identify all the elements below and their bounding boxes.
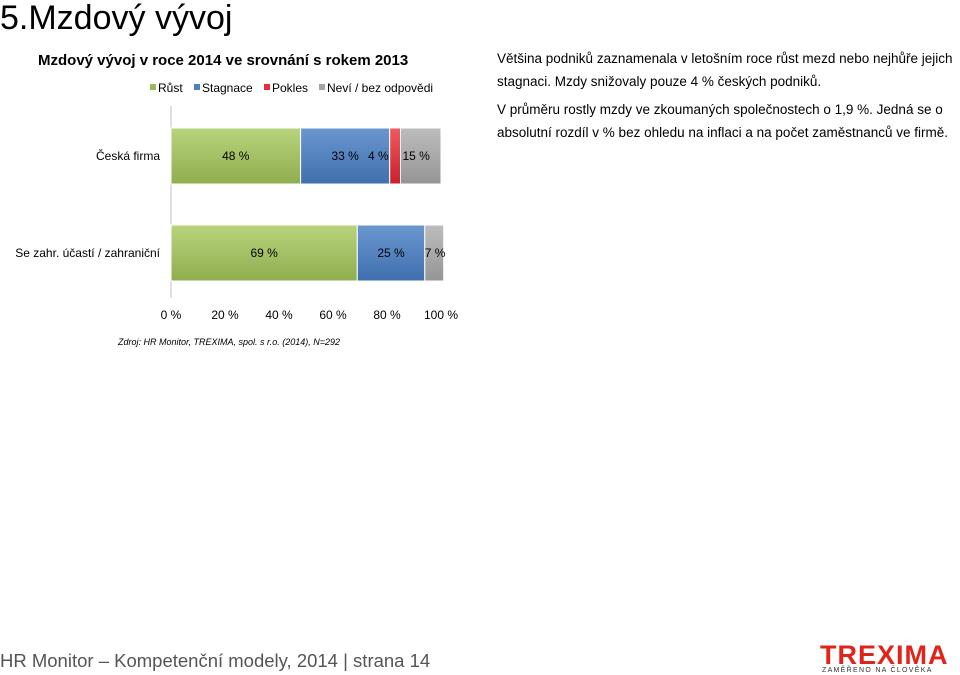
bar-segment-stagnace-1 bbox=[300, 127, 391, 185]
bar-segment-rust-1 bbox=[170, 127, 302, 185]
stacked-bar-chart: Růst Stagnace Pokles Neví / bez odpovědi Če… bbox=[15, 81, 458, 322]
category-label-1: Česká firma bbox=[96, 148, 160, 163]
legend-swatch-stagnace bbox=[194, 84, 200, 90]
bar-segment-pokles-1 bbox=[389, 127, 402, 185]
legend-label-rust: Růst bbox=[158, 81, 183, 95]
legend-swatch-nevi-bez-odpovedi bbox=[319, 84, 325, 90]
chart-axes: Česká firma Se zahr. účastí / zahraniční 0… bbox=[15, 106, 458, 322]
chart-source: Zdroj: HR Monitor, TREXIMA, spol. s r.o.… bbox=[118, 337, 340, 347]
category-label-2: Se zahr. účastí / zahraniční bbox=[15, 246, 160, 260]
trexima-logo: TREXIMA ZAMĚŘENO NA ČLOVĚKA bbox=[820, 642, 958, 675]
legend-label-pokles: Pokles bbox=[272, 81, 308, 95]
x-tick-label: 100 % bbox=[424, 308, 458, 322]
x-tick-label: 60 % bbox=[319, 308, 347, 322]
summary-paragraph-1: Většina podniků zaznamenala v letošním r… bbox=[497, 51, 953, 89]
data-label-rust-2: 69 % bbox=[250, 246, 278, 260]
data-label-stagnace-2: 25 % bbox=[377, 246, 405, 260]
data-label-nevi-bez-odpovedi-1: 15 % bbox=[403, 149, 431, 163]
x-tick-label: 40 % bbox=[265, 308, 293, 322]
chart-title: Mzdový vývoj v roce 2014 ve srovnání s r… bbox=[38, 52, 409, 69]
logo-tagline: ZAMĚŘENO NA ČLOVĚKA bbox=[822, 667, 933, 674]
data-label-rust-1: 48 % bbox=[222, 149, 250, 163]
legend-swatch-rust bbox=[150, 84, 156, 90]
legend-label-stagnace: Stagnace bbox=[202, 81, 253, 95]
bar-segment-stagnace-2 bbox=[356, 224, 426, 282]
data-label-stagnace-1: 33 % bbox=[331, 149, 359, 163]
x-tick-label: 0 % bbox=[161, 308, 182, 322]
chart-bars: 48 % 33 % 4 % 15 % 69 % 25 % 7 % bbox=[170, 127, 446, 282]
data-label-nevi-bez-odpovedi-2: 7 % bbox=[425, 246, 446, 260]
x-tick-label: 80 % bbox=[373, 308, 401, 322]
chart-legend: Růst Stagnace Pokles Neví / bez odpovědi bbox=[150, 81, 433, 95]
legend-swatch-pokles bbox=[264, 84, 270, 90]
data-label-pokles-1: 4 % bbox=[368, 149, 389, 163]
page-title: 5.Mzdový vývoj bbox=[0, 0, 233, 37]
bar-segment-rust-2 bbox=[170, 224, 358, 282]
bar-segment-nevi-bez-odpovedi-1 bbox=[400, 127, 442, 185]
x-tick-label: 20 % bbox=[211, 308, 239, 322]
page-footer: HR Monitor – Kompetenční modely, 2014 | … bbox=[0, 650, 431, 671]
legend-label-nevi-bez-odpovedi: Neví / bez odpovědi bbox=[327, 81, 433, 95]
summary-paragraph-2: V průměru rostly mzdy ve zkoumaných spol… bbox=[497, 102, 949, 140]
logo-wordmark: TREXIMA bbox=[820, 640, 949, 670]
bar-segment-nevi-bez-odpovedi-2 bbox=[424, 224, 445, 282]
